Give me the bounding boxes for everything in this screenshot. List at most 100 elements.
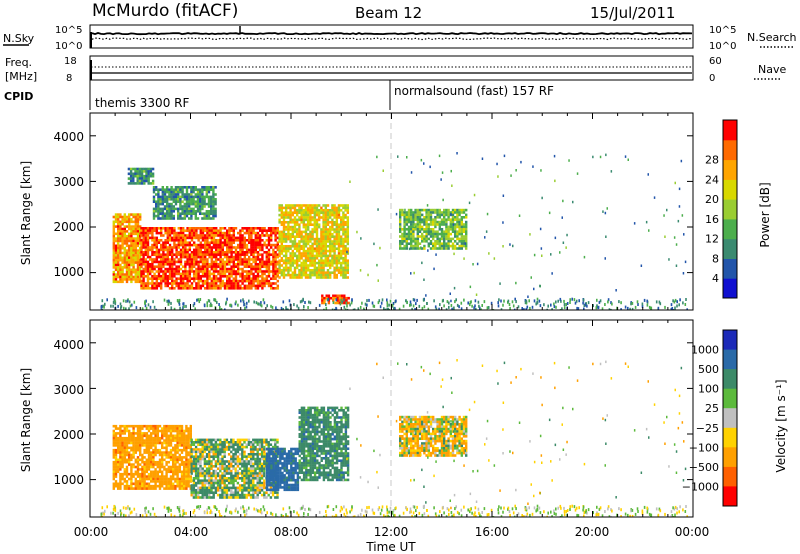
data-cell (416, 216, 419, 219)
data-cell (418, 211, 422, 214)
data-cell (190, 462, 193, 466)
data-cell (128, 256, 131, 260)
data-cell (205, 202, 208, 206)
data-cell (336, 294, 339, 298)
data-cell (117, 218, 120, 221)
data-cell (407, 242, 411, 245)
data-cell (315, 213, 319, 217)
data-cell (143, 432, 146, 435)
data-cell (139, 218, 142, 221)
data-cell (159, 202, 162, 206)
data-cell (128, 273, 131, 276)
data-cell (250, 236, 253, 240)
data-cell (195, 263, 198, 266)
data-cell (237, 236, 240, 240)
data-cell (436, 223, 439, 226)
data-cell (335, 240, 338, 243)
data-cell (280, 206, 283, 210)
ground-scatter-cell (246, 301, 248, 305)
data-cell (278, 271, 281, 274)
data-cell (445, 230, 448, 233)
sparse-scatter-cell (410, 171, 413, 174)
data-cell (114, 456, 118, 459)
data-cell (326, 257, 330, 260)
data-cell (208, 496, 211, 499)
data-cell (138, 170, 142, 173)
ground-scatter-cell (280, 306, 283, 310)
data-cell (153, 229, 156, 232)
data-cell (205, 441, 209, 444)
data-cell (449, 232, 452, 236)
data-cell (201, 284, 205, 288)
data-cell (190, 234, 194, 237)
data-cell (206, 263, 209, 266)
data-cell (208, 284, 211, 288)
data-cell (296, 213, 299, 217)
data-cell (245, 248, 249, 252)
data-cell (197, 450, 200, 454)
data-cell (291, 204, 294, 207)
ground-scatter-cell (646, 299, 648, 303)
data-cell (342, 247, 345, 250)
data-cell (313, 266, 316, 270)
data-cell (170, 193, 173, 196)
data-cell (194, 484, 198, 487)
data-cell (278, 261, 281, 265)
data-cell (250, 284, 253, 288)
data-cell (152, 480, 155, 483)
data-cell (154, 470, 157, 474)
data-cell (208, 453, 211, 456)
data-cell (215, 234, 218, 237)
data-cell (155, 239, 158, 242)
data-cell (298, 276, 301, 279)
data-cell (321, 301, 324, 305)
data-cell (454, 240, 457, 243)
data-cell (432, 208, 435, 212)
data-cell (132, 237, 135, 240)
data-cell (182, 284, 185, 288)
data-cell (136, 465, 140, 469)
data-cell (134, 460, 137, 464)
data-cell (248, 234, 251, 237)
data-cell (176, 484, 179, 488)
data-cell (179, 227, 183, 230)
data-cell (199, 212, 202, 215)
data-cell (176, 482, 179, 486)
data-cell (167, 468, 170, 471)
data-cell (129, 170, 133, 173)
data-cell (188, 255, 191, 259)
data-cell (329, 254, 332, 258)
data-cell (219, 275, 222, 278)
data-cell (210, 234, 213, 237)
data-cell (187, 465, 190, 469)
data-cell (188, 284, 191, 288)
data-cell (261, 243, 264, 247)
data-cell (146, 265, 150, 268)
data-cell (270, 270, 273, 273)
data-cell (248, 277, 251, 280)
data-cell (451, 242, 455, 245)
data-cell (121, 441, 124, 445)
data-cell (178, 444, 181, 447)
data-cell (134, 258, 137, 262)
data-cell (151, 248, 154, 252)
data-cell (139, 458, 142, 462)
data-cell (263, 241, 266, 244)
data-cell (214, 186, 217, 189)
data-cell (219, 279, 222, 283)
data-cell (458, 230, 461, 233)
data-cell (179, 190, 182, 194)
data-cell (184, 277, 187, 280)
data-cell (121, 475, 124, 478)
data-cell (215, 258, 218, 261)
data-cell (197, 267, 200, 271)
data-cell (267, 270, 271, 273)
data-cell (185, 468, 188, 471)
data-cell (119, 444, 122, 447)
data-cell (282, 273, 286, 277)
data-cell (132, 225, 135, 228)
data-cell (199, 227, 202, 230)
data-cell (447, 242, 450, 245)
data-cell (166, 198, 169, 201)
data-cell (217, 246, 220, 249)
